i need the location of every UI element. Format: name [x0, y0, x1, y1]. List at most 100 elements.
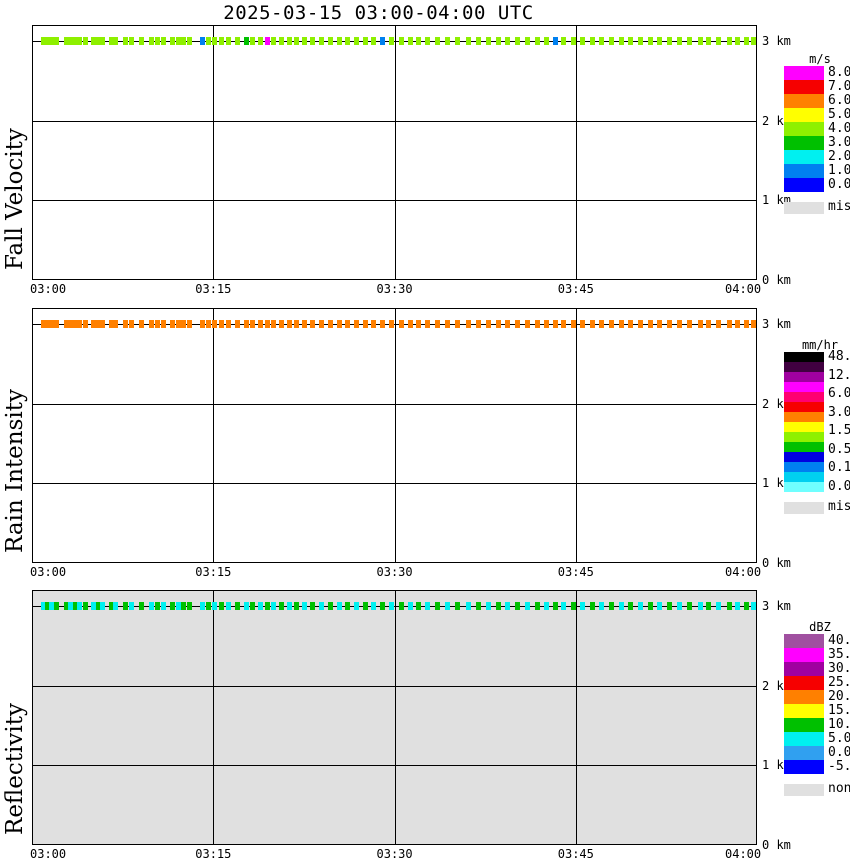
data-cell: [301, 319, 307, 328]
data-cell: [211, 601, 217, 610]
data-cell: [496, 601, 501, 610]
colorbar-missing-label: miss: [828, 499, 850, 514]
altitude-tick-label: 0 km: [762, 838, 791, 852]
colorbar-unit-fall-velocity: m/s: [809, 52, 831, 66]
data-cell: [108, 36, 114, 45]
data-cell: [95, 601, 101, 610]
data-cell: [656, 601, 662, 610]
colorbar-swatch: [784, 676, 824, 690]
data-cell: [677, 319, 683, 328]
data-cell: [113, 319, 119, 328]
data-cell: [310, 601, 316, 610]
colorbar-tick-label: 0.0: [828, 177, 850, 192]
data-cell: [580, 601, 586, 610]
data-cell: [424, 601, 430, 610]
data-cell: [63, 601, 69, 610]
data-cell: [249, 601, 255, 610]
gridline-vertical: [575, 590, 577, 845]
data-cell: [219, 319, 225, 328]
data-cell: [169, 319, 175, 328]
colorbar-tick-label: 0.0: [828, 745, 850, 760]
data-cell: [68, 36, 74, 45]
data-cell: [371, 36, 377, 45]
data-cell: [590, 36, 596, 45]
data-cell: [648, 601, 654, 610]
data-cell: [226, 36, 232, 45]
data-cell: [149, 319, 155, 328]
data-cell: [139, 36, 145, 45]
time-tick-label: 03:30: [376, 565, 413, 579]
gridline-vertical: [394, 308, 396, 563]
time-tick-label: 04:00: [725, 847, 762, 861]
data-cell: [161, 601, 167, 610]
time-tick-label: 03:00: [30, 282, 67, 296]
data-cell: [638, 319, 644, 328]
page-title: 2025-03-15 03:00-04:00 UTC: [223, 2, 534, 24]
data-cell: [187, 36, 193, 45]
data-cell: [362, 319, 368, 328]
data-cell: [294, 319, 300, 328]
data-cell: [726, 36, 732, 45]
data-cell: [327, 319, 333, 328]
data-cell: [249, 319, 255, 328]
colorbar-swatch: [784, 122, 824, 136]
altitude-tick-label: 3 km: [762, 598, 791, 613]
data-cell: [336, 601, 342, 610]
data-cell: [113, 601, 119, 610]
data-cell: [40, 601, 46, 610]
data-cell: [169, 601, 175, 610]
colorbar-tick-label: 15.0: [828, 703, 850, 718]
data-cell: [82, 319, 88, 328]
data-cell: [72, 319, 78, 328]
data-cell: [45, 601, 51, 610]
data-cell: [619, 36, 625, 45]
data-cell: [609, 601, 615, 610]
colorbar-tick-label: 48.0: [828, 349, 850, 364]
data-cell: [319, 36, 325, 45]
data-cell: [200, 319, 206, 328]
data-cell: [751, 319, 757, 328]
data-cell: [751, 36, 757, 45]
data-cell: [258, 601, 264, 610]
data-cell: [278, 601, 284, 610]
data-cell: [211, 36, 217, 45]
data-cell: [265, 601, 271, 610]
data-cell: [743, 601, 749, 610]
colorbar-tick-label: 1.0: [828, 163, 850, 178]
data-cell: [485, 319, 491, 328]
data-cell: [677, 601, 683, 610]
data-cell: [716, 36, 722, 45]
altitude-tick-label: 1 km: [762, 193, 791, 208]
data-cell: [258, 36, 264, 45]
data-cell: [398, 601, 404, 610]
data-cell: [656, 36, 662, 45]
data-cell: [571, 36, 577, 45]
gridline-vertical: [213, 25, 215, 280]
data-cell: [82, 36, 88, 45]
data-cell: [53, 601, 59, 610]
colorbar-unit-rain-intensity: mm/hr: [801, 338, 839, 352]
data-cell: [504, 319, 510, 328]
colorbar-swatch: [784, 372, 824, 382]
data-cell: [226, 319, 232, 328]
colorbar-swatch: [784, 482, 824, 492]
data-cell: [590, 319, 596, 328]
data-cell: [485, 36, 491, 45]
colorbar-swatch: [784, 432, 824, 442]
data-cell: [726, 601, 732, 610]
colorbar-tick-label: 6.0: [828, 386, 850, 402]
data-cell: [514, 601, 520, 610]
data-cell: [301, 36, 307, 45]
data-cell: [139, 601, 145, 610]
data-cell: [648, 36, 654, 45]
data-cell: [535, 36, 541, 45]
colorbar-swatch: [784, 442, 824, 452]
plot-frame: [32, 25, 757, 280]
data-cell: [200, 36, 206, 45]
time-tick-label: 03:15: [195, 847, 232, 861]
gridline-vertical: [575, 308, 577, 563]
data-cell: [552, 36, 558, 45]
data-cell: [336, 319, 342, 328]
data-cell: [155, 36, 161, 45]
data-cell: [706, 319, 712, 328]
